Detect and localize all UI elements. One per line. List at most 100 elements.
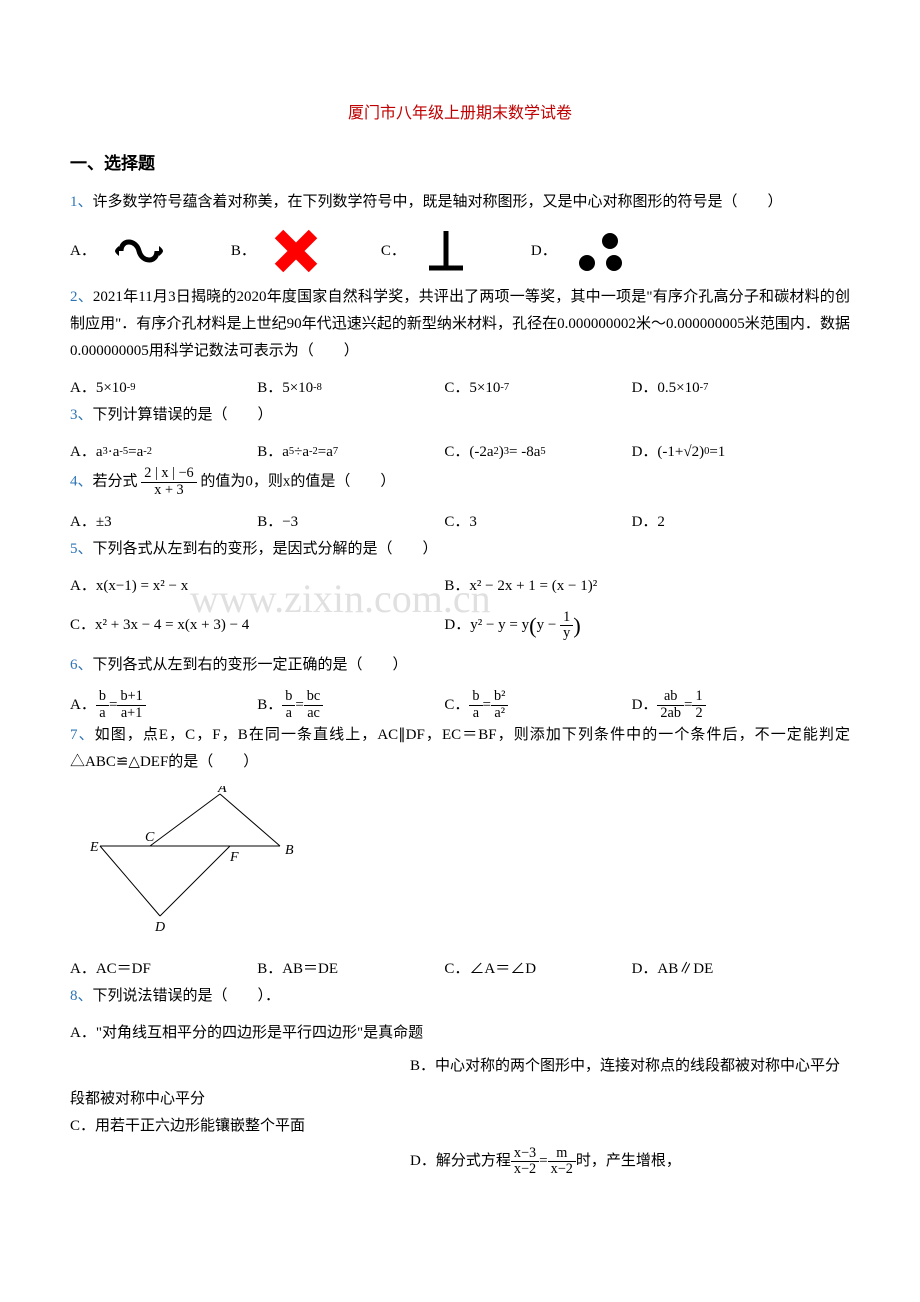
therefore-icon (572, 229, 627, 274)
question-4: 4、若分式 2 | x | −6 x + 3 的值为0，则x的值是（ ） (70, 466, 850, 498)
q1-opt-a: A． (70, 231, 171, 271)
q4-opt-a: A．±3 (70, 509, 257, 536)
q7-opt-a: A．AC＝DF (70, 956, 257, 983)
q2-text: 2021年11月3日揭晓的2020年度国家自然科学奖，共评出了两项一等奖，其中一… (70, 289, 850, 359)
question-6: 6、下列各式从左到右的变形一定正确的是（ ） (70, 652, 850, 679)
q6-opt-a: A． ba = b+1a+1 (70, 689, 257, 721)
q6-b-lbl: B． (257, 692, 282, 719)
q8-opt-d: D．解分式方程 x−3 x−2 = m x−2 时，产生增根， (70, 1146, 850, 1178)
q3-d-p2: =1 (709, 439, 725, 466)
q3-a-e2: -5 (119, 443, 128, 462)
q8-d-frac2: m x−2 (548, 1146, 576, 1178)
q6-a-n2: b+1 (117, 689, 145, 706)
q3-b-p1: B．a (257, 439, 289, 466)
q8-opt-b-tail: 段都被对称中心平分 (70, 1086, 850, 1113)
q3-options: A．a3·a-5=a-2 B．a5÷a-2=a7 C．(-2a2)3= -8a5… (70, 439, 850, 466)
q2-opt-d-exp: -7 (700, 379, 709, 398)
fig-label-b: B (285, 843, 294, 858)
q3-a-p1: A．a (70, 439, 103, 466)
q5-d-pre: D．y² − y = y (444, 612, 529, 639)
fig-label-f: F (229, 850, 239, 865)
question-7: 7、如图，点E，C，F，B在同一条直线上，AC∥DF，EC＝BF，则添加下列条件… (70, 722, 850, 776)
q2-opt-d: D．0.5×10-7 (632, 375, 819, 402)
fig-label-d: D (154, 920, 165, 935)
perpendicular-icon (421, 226, 471, 276)
q4-num: 4、 (70, 474, 93, 490)
question-1: 1、许多数学符号蕴含着对称美，在下列数学符号中，既是轴对称图形，又是中心对称图形… (70, 189, 850, 216)
q6-b-d1: a (282, 706, 295, 722)
q4-frac-num: 2 | x | −6 (141, 466, 196, 483)
q6-b-eq: = (295, 692, 303, 719)
q3-c-e3: 5 (540, 443, 545, 462)
q8-opt-a: A．"对角线互相平分的四边形是平行四边形"是真命题 (70, 1020, 850, 1047)
q3-num: 3、 (70, 407, 93, 423)
q3-opt-b: B．a5÷a-2=a7 (257, 439, 444, 466)
page-title: 厦门市八年级上册期末数学试卷 (70, 100, 850, 129)
q6-d-eq: = (684, 692, 692, 719)
question-5: 5、下列各式从左到右的变形，是因式分解的是（ ） (70, 536, 850, 563)
q3-c-p1: C．(-2a (444, 439, 493, 466)
q3-c-p3: = -8a (509, 439, 540, 466)
q8-num: 8、 (70, 988, 93, 1004)
q4-text-a: 若分式 (93, 474, 138, 490)
q3-a-p2: ·a (108, 439, 120, 466)
q4-options: A．±3 B．−3 C．3 D．2 (70, 509, 850, 536)
q4-fraction: 2 | x | −6 x + 3 (141, 466, 196, 498)
q3-text: 下列计算错误的是（ ） (93, 407, 273, 423)
q6-b-n2: bc (304, 689, 323, 706)
q6-d-d1: 2ab (657, 706, 684, 722)
q7-text: 如图，点E，C，F，B在同一条直线上，AC∥DF，EC＝BF，则添加下列条件中的… (70, 727, 850, 770)
q1-opt-d-label: D． (531, 238, 557, 265)
q1-opt-a-label: A． (70, 238, 96, 265)
q2-opt-c: C．5×10-7 (444, 375, 631, 402)
q1-text: 许多数学符号蕴含着对称美，在下列数学符号中，既是轴对称图形，又是中心对称图形的符… (93, 194, 783, 210)
q7-num: 7、 (70, 727, 95, 743)
q2-opt-a-exp: -9 (127, 379, 136, 398)
q8-d-f2d: x−2 (548, 1162, 576, 1178)
q3-a-p3: =a (128, 439, 143, 466)
q2-opt-b-exp: -8 (313, 379, 322, 398)
q2-opt-c-exp: -7 (500, 379, 509, 398)
q6-text: 下列各式从左到右的变形一定正确的是（ ） (93, 657, 408, 673)
q6-opt-c: C． ba = b²a² (444, 689, 631, 721)
question-3: 3、下列计算错误的是（ ） (70, 402, 850, 429)
q3-opt-d: D．(-1+√2)0 =1 (632, 439, 819, 466)
q6-d-n1: ab (657, 689, 684, 706)
q5-text: 下列各式从左到右的变形，是因式分解的是（ ） (93, 541, 438, 557)
question-8: 8、下列说法错误的是（ ）． (70, 983, 850, 1010)
q2-opt-a: A．5×10-9 (70, 375, 257, 402)
q2-opt-a-base: A．5×10 (70, 375, 127, 402)
q5-opt-b: B．x² − 2x + 1 = (x − 1)² (444, 573, 818, 600)
q6-b-d2: ac (304, 706, 323, 722)
q2-opt-c-base: C．5×10 (444, 375, 500, 402)
q8-opt-b: B．中心对称的两个图形中，连接对称点的线段都被对称中心平分 (70, 1053, 850, 1080)
q6-c-lbl: C． (444, 692, 469, 719)
q3-b-p3: =a (318, 439, 333, 466)
q6-opt-b: B． ba = bcac (257, 689, 444, 721)
q6-d-n2: 1 (692, 689, 705, 706)
q4-frac-den: x + 3 (141, 483, 196, 499)
q6-a-n1: b (96, 689, 109, 706)
q4-opt-b: B．−3 (257, 509, 444, 536)
q6-d-d2: 2 (692, 706, 705, 722)
q6-b-n1: b (282, 689, 295, 706)
q8-opt-c: C．用若干正六边形能镶嵌整个平面 (70, 1113, 850, 1140)
q6-a-lbl: A． (70, 692, 96, 719)
q7-opt-c: C．∠A＝∠D (444, 956, 631, 983)
q1-opt-b-label: B． (231, 238, 256, 265)
q8-d-pre: D．解分式方程 (410, 1148, 511, 1175)
q5-opt-c: C．x² + 3x − 4 = x(x + 3) − 4 (70, 606, 444, 647)
q4-opt-d: D．2 (632, 509, 819, 536)
q4-text-b: 的值为0，则x的值是（ ） (200, 474, 395, 490)
q8-d-suf: 时，产生增根， (576, 1148, 681, 1175)
q3-b-e3: 7 (333, 443, 338, 462)
q5-d-frac-den: y (560, 626, 573, 642)
q5-options: A．x(x−1) = x² − x B．x² − 2x + 1 = (x − 1… (70, 573, 850, 653)
q7-figure: A B C D E F (90, 786, 850, 946)
q6-opt-d: D． ab2ab = 12 (632, 689, 819, 721)
q4-opt-c: C．3 (444, 509, 631, 536)
q3-d-p1: D．(-1+√2) (632, 439, 705, 466)
q5-d-frac: 1 y (560, 610, 573, 642)
q1-opt-b: B． (231, 226, 321, 276)
q7-opt-b: B．AB＝DE (257, 956, 444, 983)
